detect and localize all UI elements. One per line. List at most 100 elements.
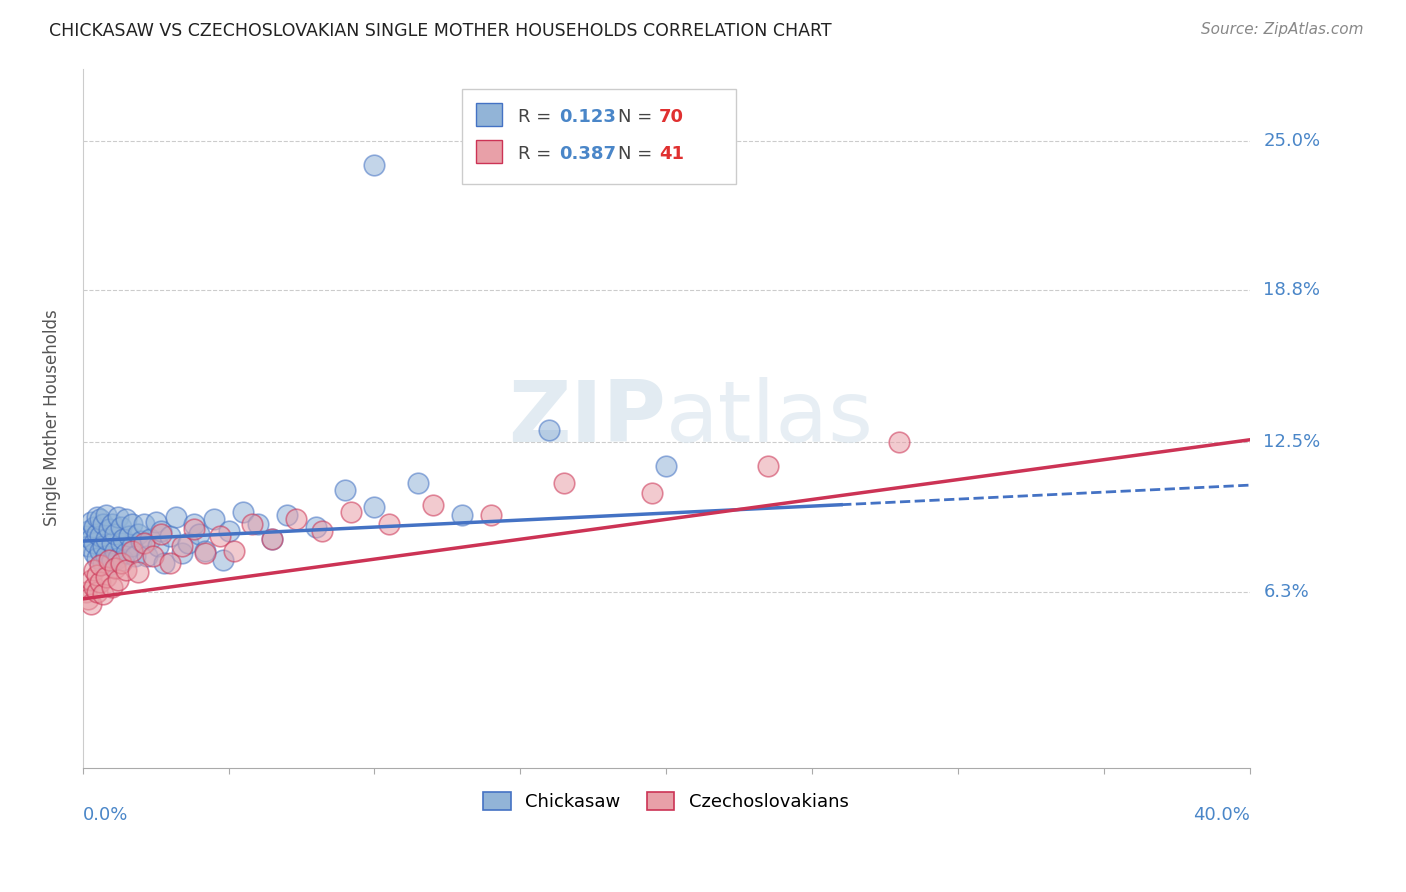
Text: 40.0%: 40.0% xyxy=(1192,806,1250,824)
Point xyxy=(311,524,333,539)
Point xyxy=(165,510,187,524)
FancyBboxPatch shape xyxy=(475,103,502,126)
Point xyxy=(132,536,155,550)
Point xyxy=(194,543,217,558)
Point xyxy=(75,584,97,599)
Point xyxy=(91,587,114,601)
Legend: Chickasaw, Czechoslovakians: Chickasaw, Czechoslovakians xyxy=(477,784,856,818)
Point xyxy=(77,539,100,553)
Point xyxy=(107,510,129,524)
Point xyxy=(121,543,143,558)
Point xyxy=(115,512,138,526)
Text: 12.5%: 12.5% xyxy=(1264,434,1320,451)
Point xyxy=(118,529,141,543)
Point xyxy=(86,567,108,582)
Point xyxy=(89,558,111,573)
Point xyxy=(83,536,105,550)
Point xyxy=(132,517,155,532)
Point xyxy=(340,505,363,519)
Point xyxy=(91,517,114,532)
Point xyxy=(170,546,193,560)
Point xyxy=(150,526,173,541)
Text: 41: 41 xyxy=(659,145,685,163)
Point xyxy=(211,553,233,567)
Point xyxy=(83,546,105,560)
Point xyxy=(121,517,143,532)
Point xyxy=(183,517,205,532)
Point xyxy=(655,459,678,474)
Point xyxy=(202,512,225,526)
Point xyxy=(159,556,181,570)
Text: R =: R = xyxy=(517,109,557,127)
Point xyxy=(75,529,97,543)
Point xyxy=(89,512,111,526)
Point xyxy=(240,517,263,532)
Point xyxy=(94,570,117,584)
Point xyxy=(94,532,117,546)
Point xyxy=(107,551,129,566)
Point xyxy=(112,553,135,567)
Point xyxy=(553,476,575,491)
Text: 6.3%: 6.3% xyxy=(1264,582,1309,600)
Point xyxy=(232,505,254,519)
Point xyxy=(101,517,124,532)
Point xyxy=(262,532,284,546)
Point xyxy=(101,580,124,594)
Point xyxy=(284,512,307,526)
Point xyxy=(80,597,103,611)
Point xyxy=(101,553,124,567)
Point xyxy=(97,522,120,536)
Point xyxy=(104,560,127,574)
Point xyxy=(406,476,429,491)
Text: 25.0%: 25.0% xyxy=(1264,132,1320,150)
Text: R =: R = xyxy=(517,145,557,163)
Point xyxy=(89,543,111,558)
Point xyxy=(422,498,444,512)
Point xyxy=(194,546,217,560)
Point xyxy=(104,543,127,558)
Point xyxy=(363,158,385,172)
Point xyxy=(86,526,108,541)
Text: 0.123: 0.123 xyxy=(558,109,616,127)
Point xyxy=(276,508,298,522)
Text: N =: N = xyxy=(619,109,658,127)
Point xyxy=(142,549,165,563)
Text: 18.8%: 18.8% xyxy=(1264,281,1320,300)
Text: 0.0%: 0.0% xyxy=(83,806,128,824)
Point xyxy=(83,519,105,533)
Point xyxy=(246,517,269,532)
Point xyxy=(80,532,103,546)
FancyBboxPatch shape xyxy=(475,140,502,163)
Point xyxy=(451,508,474,522)
Point xyxy=(83,563,105,577)
Point xyxy=(218,524,240,539)
Point xyxy=(97,558,120,573)
Point xyxy=(115,546,138,560)
Point xyxy=(91,539,114,553)
Point xyxy=(107,573,129,587)
Point xyxy=(115,563,138,577)
Point xyxy=(86,510,108,524)
Text: Source: ZipAtlas.com: Source: ZipAtlas.com xyxy=(1201,22,1364,37)
Point xyxy=(80,515,103,529)
Point xyxy=(640,486,662,500)
Point xyxy=(77,591,100,606)
Text: 0.387: 0.387 xyxy=(558,145,616,163)
Text: N =: N = xyxy=(619,145,658,163)
Point xyxy=(148,539,170,553)
Point xyxy=(335,483,357,498)
Point xyxy=(101,536,124,550)
Point xyxy=(77,524,100,539)
Point xyxy=(110,556,132,570)
Point xyxy=(756,459,779,474)
Point xyxy=(378,517,401,532)
Point xyxy=(110,519,132,533)
Point xyxy=(170,539,193,553)
Point xyxy=(83,580,105,594)
Y-axis label: Single Mother Households: Single Mother Households xyxy=(44,310,60,526)
Point xyxy=(104,526,127,541)
Point xyxy=(479,508,502,522)
Point xyxy=(91,556,114,570)
Point xyxy=(363,500,385,515)
Point xyxy=(262,532,284,546)
